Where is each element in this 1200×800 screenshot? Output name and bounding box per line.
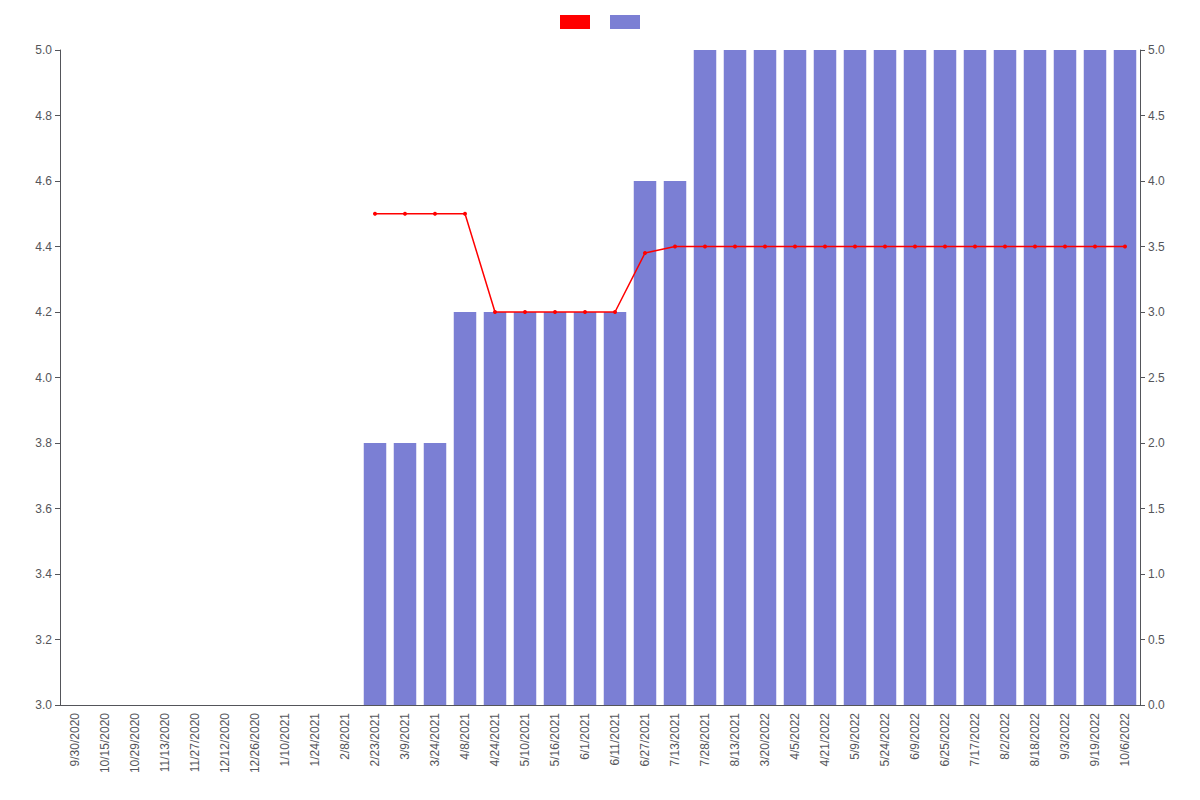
svg-text:6/11/2021: 6/11/2021: [608, 713, 622, 766]
svg-text:4/21/2022: 4/21/2022: [818, 713, 832, 767]
svg-text:5/24/2022: 5/24/2022: [878, 713, 892, 767]
svg-text:8/18/2022: 8/18/2022: [1028, 713, 1042, 767]
svg-text:0.5: 0.5: [1148, 633, 1165, 647]
svg-text:5/9/2022: 5/9/2022: [848, 713, 862, 760]
svg-text:6/25/2022: 6/25/2022: [938, 713, 952, 767]
svg-text:1.0: 1.0: [1148, 567, 1165, 581]
svg-text:2.0: 2.0: [1148, 436, 1165, 450]
svg-text:3.0: 3.0: [1148, 305, 1165, 319]
svg-text:7/28/2021: 7/28/2021: [698, 713, 712, 767]
svg-text:2.5: 2.5: [1148, 371, 1165, 385]
svg-text:10/15/2020: 10/15/2020: [98, 713, 112, 773]
svg-text:3.0: 3.0: [35, 698, 52, 712]
svg-text:10/6/2022: 10/6/2022: [1118, 713, 1132, 767]
svg-text:10/29/2020: 10/29/2020: [128, 713, 142, 773]
svg-text:3.8: 3.8: [35, 436, 52, 450]
svg-text:1.5: 1.5: [1148, 502, 1165, 516]
svg-text:12/12/2020: 12/12/2020: [218, 713, 232, 773]
svg-text:9/19/2022: 9/19/2022: [1088, 713, 1102, 767]
svg-text:9/30/2020: 9/30/2020: [68, 713, 82, 767]
svg-text:3/24/2021: 3/24/2021: [428, 713, 442, 767]
svg-text:4.2: 4.2: [35, 305, 52, 319]
svg-text:5/16/2021: 5/16/2021: [548, 713, 562, 767]
svg-text:8/13/2021: 8/13/2021: [728, 713, 742, 767]
svg-text:4/5/2022: 4/5/2022: [788, 713, 802, 760]
svg-text:3.4: 3.4: [35, 567, 52, 581]
svg-text:4.6: 4.6: [35, 174, 52, 188]
svg-text:9/3/2022: 9/3/2022: [1058, 713, 1072, 760]
svg-text:1/10/2021: 1/10/2021: [278, 713, 292, 767]
svg-text:2/8/2021: 2/8/2021: [338, 713, 352, 760]
svg-text:5.0: 5.0: [1148, 43, 1165, 57]
svg-text:6/27/2021: 6/27/2021: [638, 713, 652, 767]
svg-text:4.0: 4.0: [35, 371, 52, 385]
svg-text:8/2/2022: 8/2/2022: [998, 713, 1012, 760]
svg-text:4/24/2021: 4/24/2021: [488, 713, 502, 767]
svg-text:2/23/2021: 2/23/2021: [368, 713, 382, 767]
svg-text:3.2: 3.2: [35, 633, 52, 647]
svg-text:3/9/2021: 3/9/2021: [398, 713, 412, 760]
svg-text:6/9/2022: 6/9/2022: [908, 713, 922, 760]
svg-text:11/13/2020: 11/13/2020: [158, 713, 172, 772]
svg-text:12/26/2020: 12/26/2020: [248, 713, 262, 773]
svg-text:4.5: 4.5: [1148, 109, 1165, 123]
svg-text:5.0: 5.0: [35, 43, 52, 57]
svg-text:7/17/2022: 7/17/2022: [968, 713, 982, 767]
svg-text:3/20/2022: 3/20/2022: [758, 713, 772, 767]
svg-text:0.0: 0.0: [1148, 698, 1165, 712]
svg-text:3.6: 3.6: [35, 502, 52, 516]
svg-text:4/8/2021: 4/8/2021: [458, 713, 472, 760]
svg-text:1/24/2021: 1/24/2021: [308, 713, 322, 767]
svg-text:4.4: 4.4: [35, 240, 52, 254]
svg-text:4.0: 4.0: [1148, 174, 1165, 188]
svg-text:3.5: 3.5: [1148, 240, 1165, 254]
svg-text:4.8: 4.8: [35, 109, 52, 123]
svg-text:6/1/2021: 6/1/2021: [578, 713, 592, 760]
svg-text:5/10/2021: 5/10/2021: [518, 713, 532, 767]
svg-text:11/27/2020: 11/27/2020: [188, 713, 202, 772]
svg-text:7/13/2021: 7/13/2021: [668, 713, 682, 767]
